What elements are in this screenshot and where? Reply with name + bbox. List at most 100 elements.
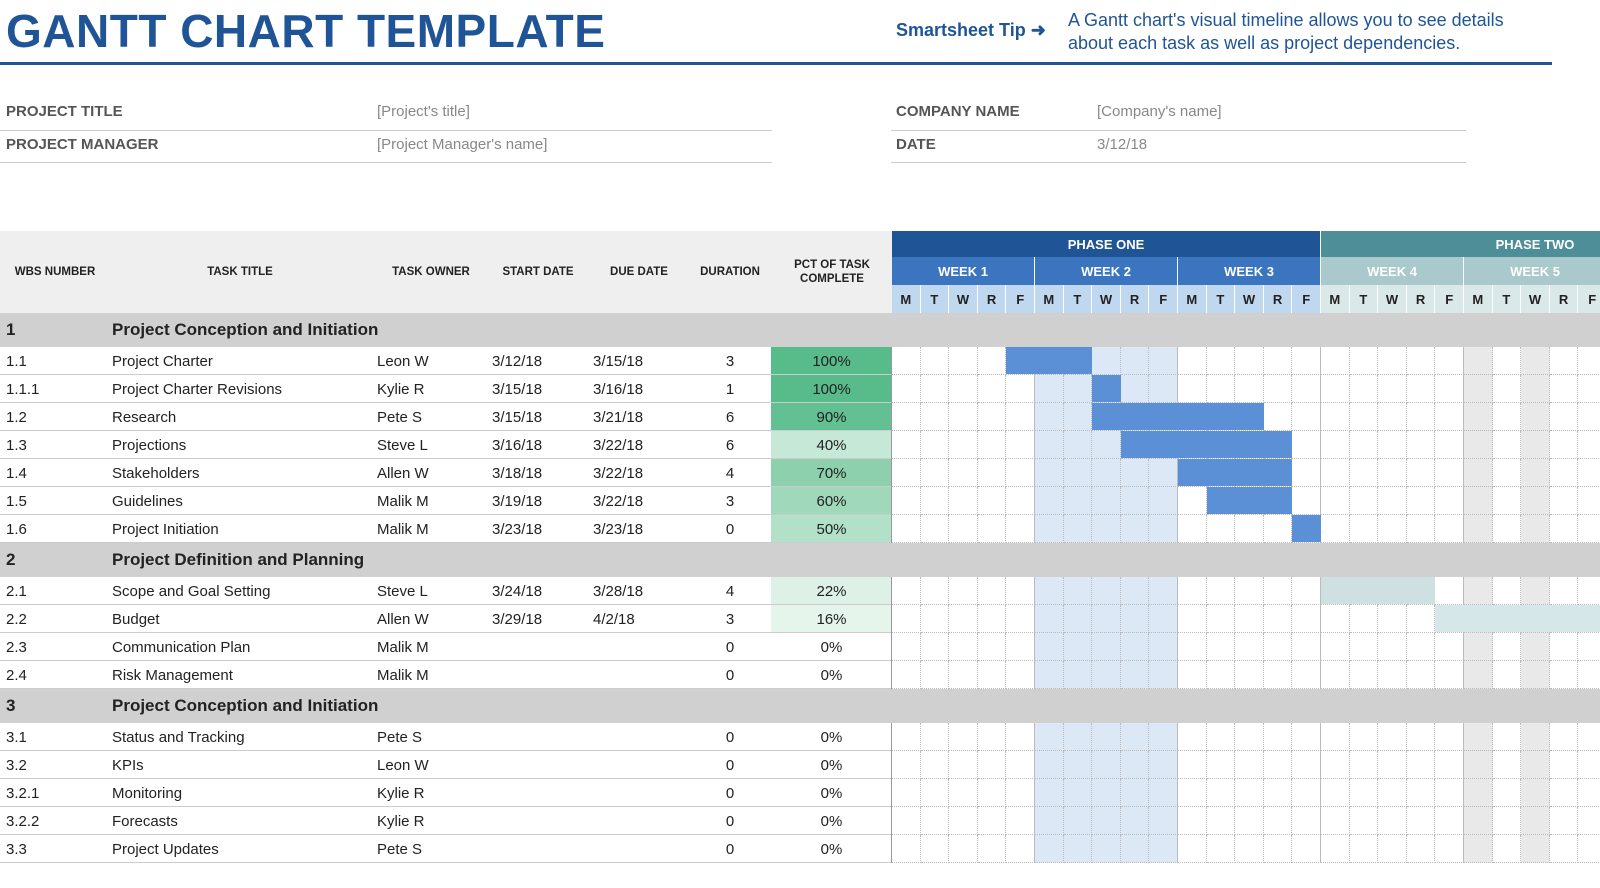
timeline-cell [920, 459, 950, 487]
timeline-cell [920, 779, 950, 807]
timeline-cell [1406, 459, 1436, 487]
info-label: PROJECT TITLE [6, 103, 123, 120]
task-title[interactable]: Forecasts [112, 812, 178, 830]
timeline-cell [1549, 835, 1579, 863]
weekday-header: F [1578, 285, 1600, 313]
pct-complete: 100% [812, 352, 851, 370]
group-title[interactable]: Project Conception and Initiation [112, 696, 379, 715]
wbs-number: 2.1 [6, 582, 27, 600]
timeline-cell [1521, 807, 1550, 835]
timeline-cell [1120, 577, 1150, 605]
timeline-cell [977, 723, 1007, 751]
timeline-cell [1149, 633, 1178, 661]
timeline-cell [1521, 515, 1550, 543]
start-date: 3/15/18 [492, 380, 543, 398]
timeline-cell [1149, 835, 1178, 863]
timeline-cell [1035, 577, 1064, 605]
timeline-cell [1035, 751, 1064, 779]
timeline-cell [1464, 431, 1493, 459]
info-value[interactable]: [Project Manager's name] [377, 136, 548, 153]
timeline-cell [1349, 459, 1379, 487]
pct-complete: 0% [820, 638, 843, 656]
row-line [0, 514, 892, 515]
timeline-cell [1521, 431, 1550, 459]
timeline-cell [1178, 633, 1207, 661]
pct-complete: 0% [820, 666, 843, 684]
task-title[interactable]: Risk Management [112, 666, 233, 684]
table-divider [891, 487, 892, 515]
timeline-cell [1435, 403, 1464, 431]
timeline-cell [1464, 459, 1493, 487]
task-title[interactable]: Status and Tracking [112, 728, 245, 746]
timeline-cell [1263, 347, 1293, 375]
group-title[interactable]: Project Conception and Initiation [112, 320, 379, 339]
timeline-cell [1120, 347, 1150, 375]
timeline-cell [1006, 403, 1035, 431]
task-title[interactable]: Project Charter Revisions [112, 380, 283, 398]
timeline-cell [1492, 347, 1522, 375]
row-line [0, 806, 892, 807]
task-title[interactable]: Communication Plan [112, 638, 251, 656]
info-line [0, 162, 772, 163]
due-date: 3/15/18 [593, 352, 644, 370]
timeline-cell [1435, 807, 1464, 835]
timeline-cell [1035, 431, 1064, 459]
task-title[interactable]: Budget [112, 610, 160, 628]
info-value[interactable]: [Company's name] [1097, 103, 1222, 120]
gantt-bar [1092, 403, 1264, 430]
timeline-cell [1092, 487, 1121, 515]
info-value[interactable]: 3/12/18 [1097, 136, 1148, 153]
tip-label[interactable]: Smartsheet Tip ➜ [896, 20, 1046, 40]
table-divider [891, 661, 892, 689]
pct-complete: 16% [816, 610, 847, 628]
task-title[interactable]: KPIs [112, 756, 144, 774]
timeline-cell [1292, 633, 1321, 661]
timeline-cell [1206, 577, 1236, 605]
timeline-cell [1549, 661, 1579, 689]
pct-complete: 60% [816, 492, 847, 510]
timeline-cell [949, 403, 978, 431]
task-title[interactable]: Monitoring [112, 784, 183, 802]
timeline-cell [977, 487, 1007, 515]
weekday-header: R [1263, 285, 1293, 313]
timeline-cell [1435, 487, 1464, 515]
task-title[interactable]: Projections [112, 436, 187, 454]
timeline-cell [1149, 779, 1178, 807]
timeline-cell [1063, 605, 1093, 633]
timeline-cell [1406, 807, 1436, 835]
weekday-header: R [1549, 285, 1579, 313]
timeline-cell [1492, 779, 1522, 807]
task-title[interactable]: Scope and Goal Setting [112, 582, 271, 600]
task-title[interactable]: Research [112, 408, 177, 426]
week-header: WEEK 2 [1035, 257, 1178, 285]
timeline-cell [1435, 375, 1464, 403]
task-title[interactable]: Project Charter [112, 352, 213, 370]
timeline-cell [1149, 577, 1178, 605]
task-title[interactable]: Project Updates [112, 840, 219, 858]
timeline-cell [1120, 605, 1150, 633]
timeline-cell [1321, 661, 1350, 689]
timeline-cell [1035, 605, 1064, 633]
timeline-cell [1435, 459, 1464, 487]
group-title[interactable]: Project Definition and Planning [112, 550, 365, 569]
duration: 4 [725, 464, 735, 482]
weekday-header: W [1092, 285, 1121, 313]
timeline-cell [1492, 515, 1522, 543]
timeline-cell [949, 605, 978, 633]
timeline-cell [1464, 515, 1493, 543]
task-owner: Allen W [377, 610, 429, 628]
task-title[interactable]: Stakeholders [112, 464, 200, 482]
info-value[interactable]: [Project's title] [377, 103, 470, 120]
timeline-cell [1521, 347, 1550, 375]
task-title[interactable]: Project Initiation [112, 520, 219, 538]
timeline-cell [1235, 835, 1264, 863]
timeline-cell [1549, 459, 1579, 487]
info-label: DATE [896, 136, 936, 153]
timeline-cell [949, 459, 978, 487]
timeline-cell [1178, 515, 1207, 543]
timeline-cell [1063, 577, 1093, 605]
task-title[interactable]: Guidelines [112, 492, 183, 510]
timeline-cell [1349, 661, 1379, 689]
timeline-cell [1149, 515, 1178, 543]
timeline-cell [977, 605, 1007, 633]
